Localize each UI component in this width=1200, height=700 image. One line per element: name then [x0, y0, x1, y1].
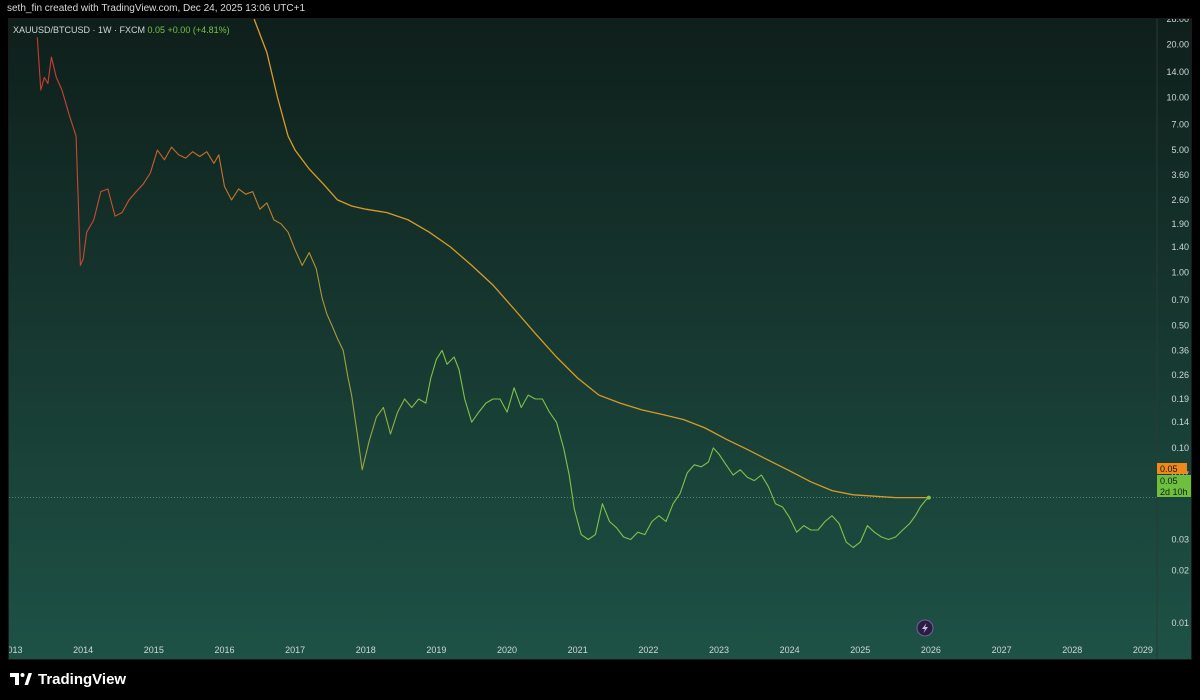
brand-name: TradingView [38, 670, 127, 688]
y-tick-label: 0.50 [1171, 320, 1189, 330]
y-tick-label: 1.90 [1171, 219, 1189, 229]
price-layer [36, 37, 931, 549]
symbol-legend[interactable]: XAUUSD/BTCUSD · 1W · FXCM 0.05 +0.00 (+4… [13, 25, 230, 35]
y-tick-label: 3.60 [1171, 170, 1189, 180]
x-tick-label: 2027 [992, 645, 1012, 655]
x-tick-label: 2029 [1133, 645, 1153, 655]
x-tick-label: 2026 [921, 645, 941, 655]
time-scale[interactable]: 2013 2014 2015 2016 2017 2018 2019 2020 2021 2022… [9, 645, 1153, 655]
ma-price-marker-label: 0.05 [1160, 464, 1178, 474]
y-tick-label: 14.00 [1166, 67, 1189, 77]
x-tick-label: 2028 [1062, 645, 1082, 655]
y-tick-label: 0.26 [1171, 370, 1189, 380]
footer-bar [0, 662, 1200, 700]
tradingview-logo-icon [10, 673, 32, 685]
price-chart[interactable]: 28.00 20.00 14.00 10.00 7.00 5.00 3.60 2.60 1.90… [9, 19, 1192, 660]
x-tick-label: 2015 [144, 645, 164, 655]
last-price-dot [926, 495, 931, 500]
y-tick-label: 0.19 [1171, 394, 1189, 404]
series-line-moving-average [253, 19, 929, 499]
x-tick-label: 2019 [426, 645, 446, 655]
x-tick-label: 2022 [638, 645, 658, 655]
x-tick-label: 2017 [285, 645, 305, 655]
ma-price-marker [1157, 463, 1187, 474]
x-tick-label: 2018 [356, 645, 376, 655]
y-tick-label: 1.00 [1171, 268, 1189, 278]
y-tick-label: 0.10 [1171, 443, 1189, 453]
x-tick-label: 2023 [709, 645, 729, 655]
series-line-price [36, 37, 930, 549]
y-tick-label: 0.70 [1171, 295, 1189, 305]
y-tick-label: 0.01 [1171, 618, 1189, 628]
last-price-marker [1157, 475, 1191, 497]
x-tick-label: 2021 [568, 645, 588, 655]
last-price-marker-label: 0.05 [1160, 476, 1178, 486]
y-tick-label: 1.40 [1171, 242, 1189, 252]
y-tick-label: 0.36 [1171, 345, 1189, 355]
y-tick-label: 10.00 [1166, 92, 1189, 102]
y-tick-label: 0.02 [1171, 565, 1189, 575]
y-tick-label: 28.00 [1166, 19, 1189, 24]
x-tick-label: 2025 [850, 645, 870, 655]
x-tick-label: 2024 [780, 645, 800, 655]
chart-background [9, 19, 1191, 659]
symbol-value: 0.05 +0.00 (+4.81%) [147, 25, 230, 35]
y-tick-label: 2.60 [1171, 195, 1189, 205]
y-tick-label: 0.14 [1171, 417, 1189, 427]
lightning-icon[interactable] [916, 619, 934, 637]
moving-average-layer [253, 19, 929, 499]
y-tick-label: 0.03 [1171, 534, 1189, 544]
x-tick-label: 2013 [9, 645, 23, 655]
y-tick-label: 7.00 [1171, 120, 1189, 130]
x-tick-label: 2020 [497, 645, 517, 655]
chart-area[interactable]: 28.00 20.00 14.00 10.00 7.00 5.00 3.60 2.60 1.90… [8, 18, 1192, 660]
y-tick-label: 5.00 [1171, 145, 1189, 155]
attribution-text: seth_fin created with TradingView.com, D… [7, 3, 306, 14]
price-markers: 0.05 0.05 2d 10h [1157, 463, 1191, 497]
tradingview-brand[interactable]: TradingView [10, 668, 126, 690]
x-tick-label: 2016 [214, 645, 234, 655]
attribution-bar: seth_fin created with TradingView.com, D… [0, 0, 1200, 18]
symbol-label: XAUUSD/BTCUSD · 1W · FXCM [13, 25, 146, 35]
y-tick-label: 20.00 [1166, 40, 1189, 50]
bar-countdown-label: 2d 10h [1160, 487, 1188, 497]
x-tick-label: 2014 [73, 645, 93, 655]
